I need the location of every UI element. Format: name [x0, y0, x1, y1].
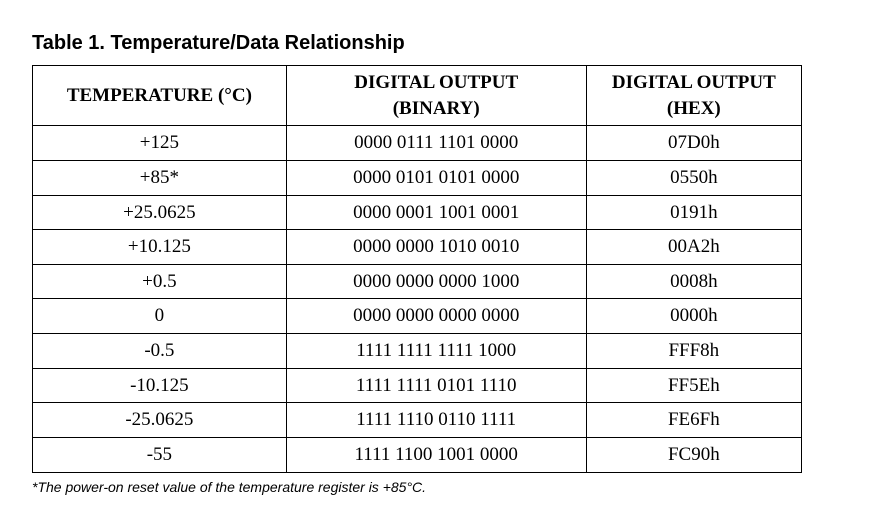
cell-binary: 0000 0111 1101 0000	[286, 126, 586, 161]
footnote: *The power-on reset value of the tempera…	[32, 479, 845, 495]
cell-hex: 0000h	[586, 299, 801, 334]
cell-binary: 0000 0101 0101 0000	[286, 160, 586, 195]
table-row: +10.125 0000 0000 1010 0010 00A2h	[33, 230, 802, 265]
table-row: -25.0625 1111 1110 0110 1111 FE6Fh	[33, 403, 802, 438]
table-row: +25.0625 0000 0001 1001 0001 0191h	[33, 195, 802, 230]
cell-temperature: -55	[33, 438, 287, 473]
cell-temperature: +25.0625	[33, 195, 287, 230]
cell-binary: 1111 1110 0110 1111	[286, 403, 586, 438]
cell-temperature: +85*	[33, 160, 287, 195]
cell-binary: 0000 0000 0000 0000	[286, 299, 586, 334]
cell-hex: FE6Fh	[586, 403, 801, 438]
table-row: +85* 0000 0101 0101 0000 0550h	[33, 160, 802, 195]
table-row: 0 0000 0000 0000 0000 0000h	[33, 299, 802, 334]
column-header-hex: DIGITAL OUTPUT (HEX)	[586, 66, 801, 126]
table-row: -10.125 1111 1111 0101 1110 FF5Eh	[33, 368, 802, 403]
cell-hex: 07D0h	[586, 126, 801, 161]
column-header-binary-line1: DIGITAL OUTPUT	[354, 72, 518, 93]
cell-temperature: +125	[33, 126, 287, 161]
cell-temperature: -10.125	[33, 368, 287, 403]
cell-hex: 00A2h	[586, 230, 801, 265]
table-row: +0.5 0000 0000 0000 1000 0008h	[33, 264, 802, 299]
column-header-binary: DIGITAL OUTPUT (BINARY)	[286, 66, 586, 126]
cell-hex: 0550h	[586, 160, 801, 195]
table-row: -0.5 1111 1111 1111 1000 FFF8h	[33, 334, 802, 369]
cell-binary: 1111 1100 1001 0000	[286, 438, 586, 473]
cell-hex: 0191h	[586, 195, 801, 230]
column-header-binary-line2: (BINARY)	[393, 98, 480, 119]
cell-hex: FF5Eh	[586, 368, 801, 403]
cell-temperature: -25.0625	[33, 403, 287, 438]
cell-temperature: +0.5	[33, 264, 287, 299]
table-header-row: TEMPERATURE (°C) DIGITAL OUTPUT (BINARY)…	[33, 66, 802, 126]
table-row: +125 0000 0111 1101 0000 07D0h	[33, 126, 802, 161]
cell-hex: 0008h	[586, 264, 801, 299]
column-header-hex-line1: DIGITAL OUTPUT	[612, 72, 776, 93]
table-title: Table 1. Temperature/Data Relationship	[32, 32, 845, 55]
cell-hex: FC90h	[586, 438, 801, 473]
table-row: -55 1111 1100 1001 0000 FC90h	[33, 438, 802, 473]
column-header-temperature: TEMPERATURE (°C)	[33, 66, 287, 126]
cell-hex: FFF8h	[586, 334, 801, 369]
cell-binary: 1111 1111 0101 1110	[286, 368, 586, 403]
cell-temperature: -0.5	[33, 334, 287, 369]
temperature-data-table: TEMPERATURE (°C) DIGITAL OUTPUT (BINARY)…	[32, 65, 802, 473]
cell-binary: 1111 1111 1111 1000	[286, 334, 586, 369]
cell-binary: 0000 0000 0000 1000	[286, 264, 586, 299]
cell-temperature: +10.125	[33, 230, 287, 265]
cell-binary: 0000 0001 1001 0001	[286, 195, 586, 230]
cell-temperature: 0	[33, 299, 287, 334]
cell-binary: 0000 0000 1010 0010	[286, 230, 586, 265]
column-header-hex-line2: (HEX)	[667, 98, 721, 119]
